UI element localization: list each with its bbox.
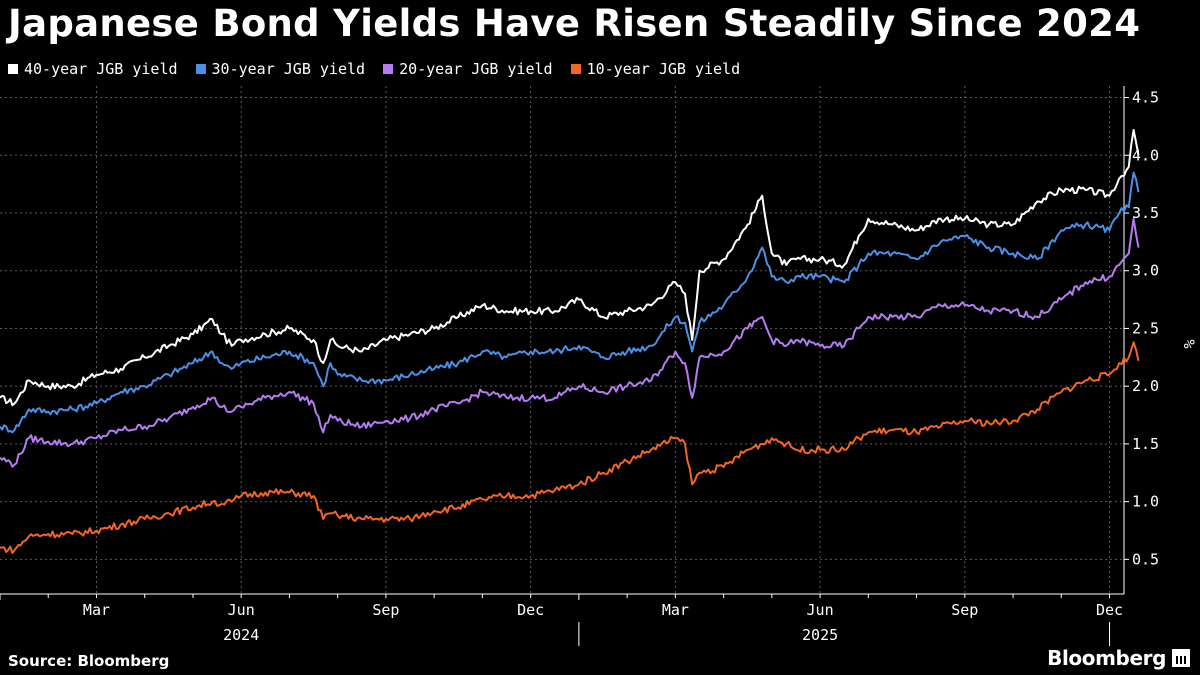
x-year-label: 2024 <box>223 626 259 644</box>
x-tick-label: Mar <box>83 601 110 619</box>
legend-label-10y: 10-year JGB yield <box>586 60 741 78</box>
x-year-label: 2025 <box>802 626 838 644</box>
brand-wordmark: Bloomberg <box>1047 646 1166 670</box>
series-line-30y <box>0 171 1140 434</box>
legend-item-10y: 10-year JGB yield <box>570 60 741 78</box>
y-tick-label: 0.5 <box>1132 550 1159 568</box>
legend-item-20y: 20-year JGB yield <box>383 60 553 78</box>
bloomberg-logo: Bloomberg <box>1047 646 1190 670</box>
y-tick-label: 1.5 <box>1132 435 1159 453</box>
x-tick-label: Jun <box>228 601 255 619</box>
x-tick-label: Dec <box>517 601 544 619</box>
chart-bars-icon <box>1172 649 1190 667</box>
legend-swatch-40y <box>8 64 18 74</box>
legend-item-40y: 40-year JGB yield <box>8 60 178 78</box>
y-tick-label: 2.0 <box>1132 377 1159 395</box>
y-axis-label: % <box>1180 339 1198 348</box>
x-tick-label: Dec <box>1096 601 1123 619</box>
y-tick-label: 3.0 <box>1132 262 1159 280</box>
legend-swatch-30y <box>195 64 206 74</box>
legend-item-30y: 30-year JGB yield <box>195 60 366 78</box>
series-line-40y <box>0 128 1140 407</box>
y-tick-label: 2.5 <box>1132 319 1159 337</box>
x-tick-label: Sep <box>372 601 399 619</box>
chart-title: Japanese Bond Yields Have Risen Steadily… <box>8 2 1141 45</box>
series-line-10y <box>0 341 1140 555</box>
legend-label-40y: 40-year JGB yield <box>24 60 178 78</box>
x-tick-label: Mar <box>662 601 689 619</box>
legend-label-20y: 20-year JGB yield <box>399 60 553 78</box>
legend-swatch-10y <box>570 64 581 74</box>
x-tick-label: Sep <box>951 601 978 619</box>
legend-swatch-20y <box>383 64 394 74</box>
y-tick-label: 3.5 <box>1132 204 1159 222</box>
legend-label-30y: 30-year JGB yield <box>211 60 366 78</box>
x-tick-label: Jun <box>807 601 834 619</box>
y-tick-label: 4.5 <box>1132 89 1159 107</box>
source-note: Source: Bloomberg <box>8 652 170 670</box>
y-tick-label: 1.0 <box>1132 493 1159 511</box>
legend: 40-year JGB yield 30-year JGB yield 20-y… <box>8 60 740 78</box>
series-line-20y <box>0 217 1140 468</box>
y-tick-label: 4.0 <box>1132 146 1159 164</box>
